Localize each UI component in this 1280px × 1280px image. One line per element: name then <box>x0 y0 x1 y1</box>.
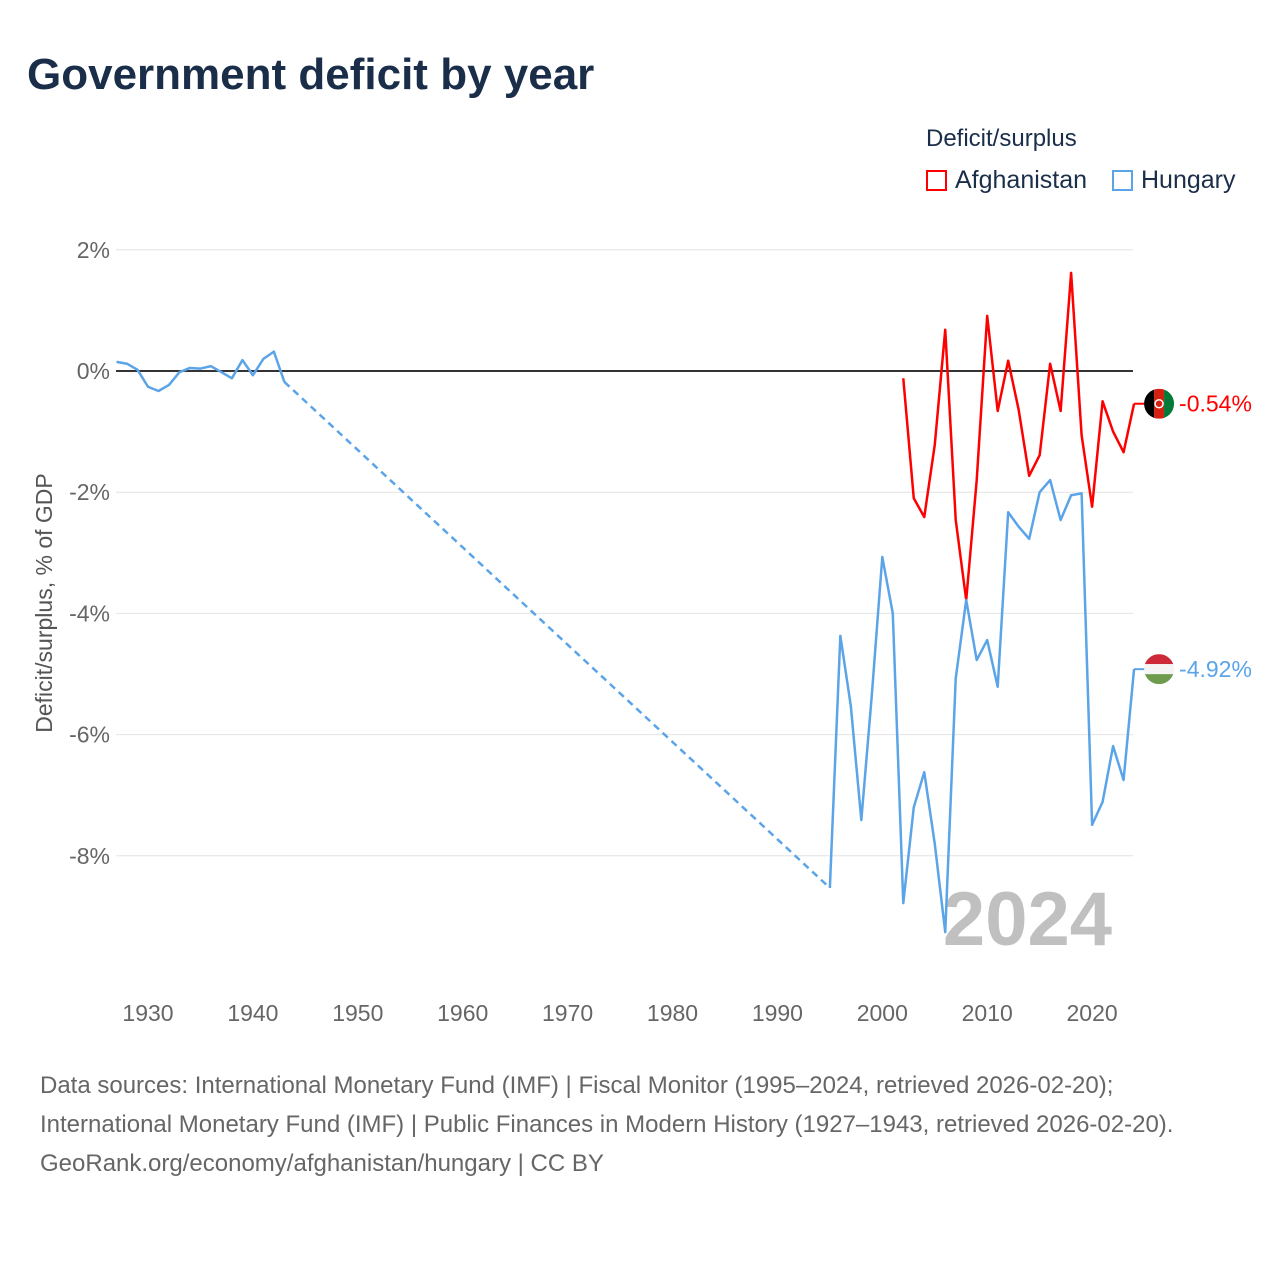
legend-label: Afghanistan <box>955 166 1088 194</box>
flag-icon-afghanistan <box>1144 388 1175 419</box>
legend-swatch-afghanistan <box>926 170 947 191</box>
x-tick-label: 2000 <box>857 1000 908 1026</box>
data-sources: Data sources: International Monetary Fun… <box>40 1072 1174 1138</box>
legend-item-hungary[interactable]: Hungary <box>1112 166 1236 195</box>
flag-stripe <box>1144 664 1175 675</box>
x-tick-label: 1940 <box>227 1000 278 1026</box>
flag-stripe <box>1154 388 1165 419</box>
series-line-hungary <box>828 478 1136 934</box>
flag-stripe <box>1144 674 1175 685</box>
x-tick-label: 2010 <box>962 1000 1013 1026</box>
y-tick-label: -8% <box>69 843 110 869</box>
legend-label: Hungary <box>1141 166 1236 194</box>
series-line-hungary <box>116 350 286 393</box>
series-line-afghanistan <box>902 271 1136 602</box>
x-tick-label: 1970 <box>542 1000 593 1026</box>
series-gap-hungary <box>283 380 831 889</box>
x-tick-label: 1950 <box>332 1000 383 1026</box>
footer: Data sources: International Monetary Fun… <box>40 1066 1240 1183</box>
flag-icon-hungary <box>1144 654 1175 685</box>
attribution-link[interactable]: GeoRank.org/economy/afghanistan/hungary … <box>40 1150 604 1177</box>
flag-body <box>1144 388 1175 419</box>
y-axis-label: Deficit/surplus, % of GDP <box>31 473 57 732</box>
flag-emblem <box>1154 398 1164 409</box>
legend-swatch-hungary <box>1112 170 1133 191</box>
x-tick-label: 2020 <box>1067 1000 1118 1026</box>
x-tick-label: 1960 <box>437 1000 488 1026</box>
flag-stripe <box>1144 654 1175 665</box>
flag-stripe <box>1164 388 1175 419</box>
end-value-label: -0.54% <box>1179 391 1252 417</box>
year-watermark: 2024 <box>943 877 1112 962</box>
y-tick-label: 2% <box>77 237 110 263</box>
line-chart: 2% 0% -2% -4% -6% -8% 1930 1940 1950 1960 1970 1980… <box>31 237 1252 1026</box>
chart-title: Government deficit by year <box>27 50 595 99</box>
y-tick-label: 0% <box>77 358 110 384</box>
y-tick-label: -2% <box>69 479 110 505</box>
x-tick-label: 1980 <box>647 1000 698 1026</box>
flag-body <box>1144 654 1175 685</box>
flag-stripe <box>1144 388 1155 419</box>
end-value-label: -4.92% <box>1179 656 1252 682</box>
y-tick-label: -4% <box>69 600 110 626</box>
y-tick-label: -6% <box>69 722 110 748</box>
legend-item-afghanistan[interactable]: Afghanistan <box>926 166 1087 195</box>
x-tick-label: 1990 <box>752 1000 803 1026</box>
x-tick-label: 1930 <box>122 1000 173 1026</box>
legend-title: Deficit/surplus <box>926 125 1077 152</box>
